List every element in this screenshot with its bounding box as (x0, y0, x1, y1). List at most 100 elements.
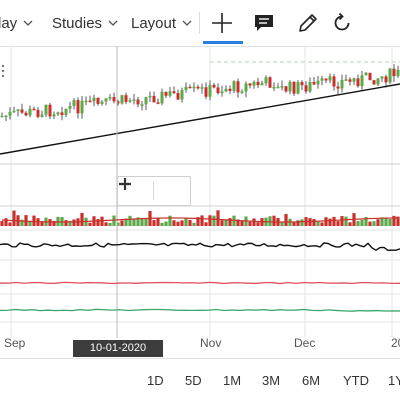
candle-body (228, 88, 232, 91)
volume-bar (188, 219, 192, 226)
candle-body (172, 91, 176, 94)
candle-body (240, 91, 244, 93)
range-button-ytd[interactable]: YTD (343, 373, 369, 388)
volume-bar (152, 220, 156, 226)
candle-body (312, 82, 316, 85)
volume-bar (336, 221, 340, 226)
candle-body (396, 69, 400, 77)
volume-bar (196, 217, 200, 226)
volume-bar (180, 220, 184, 226)
candle-body (140, 104, 144, 106)
volume-bar (292, 222, 296, 226)
price-chart[interactable] (0, 46, 400, 338)
volume-bar (200, 215, 204, 226)
candle-body (236, 81, 240, 93)
volume-bar (128, 215, 132, 226)
candle-body (48, 104, 52, 117)
range-button-1d[interactable]: 1D (147, 373, 164, 388)
candle-body (200, 87, 204, 89)
volume-bar (300, 219, 304, 226)
candle-body (32, 108, 36, 111)
candle-body (184, 86, 188, 91)
volume-bar (252, 218, 256, 226)
candle-body (52, 114, 56, 117)
candle-body (152, 95, 156, 103)
candle-body (20, 109, 24, 113)
candle-body (132, 99, 136, 101)
volume-bar (380, 217, 384, 226)
volume-bar (348, 222, 352, 226)
time-axis-label: Dec (294, 336, 316, 350)
volume-bar (116, 222, 120, 226)
toolbar-divider (199, 12, 200, 34)
pane-handle-dot[interactable] (1, 69, 5, 73)
candle-body (96, 97, 100, 104)
range-button-1y[interactable]: 1Y (388, 373, 400, 388)
volume-bar (396, 216, 400, 226)
candle-body (60, 112, 64, 116)
candle-body (100, 101, 104, 104)
candle-body (364, 72, 368, 76)
range-selector: 1D 5D 1M 3M 6M YTD 1Y (0, 358, 400, 401)
volume-bar (0, 221, 4, 226)
volume-bar (332, 216, 336, 226)
candle-body (8, 111, 12, 116)
volume-bar (364, 217, 368, 226)
candle-body (164, 91, 168, 96)
candle-body (336, 86, 340, 89)
candle-body (384, 76, 388, 83)
candle-body (296, 82, 300, 94)
volume-bar (236, 219, 240, 226)
pane-handle-dot[interactable] (1, 64, 5, 68)
volume-bar (72, 219, 76, 226)
candle-body (272, 86, 276, 89)
candle-body (124, 95, 128, 102)
layout-menu-label: Layout (131, 14, 177, 32)
studies-menu[interactable]: Studies (52, 13, 118, 33)
chevron-down-icon (23, 20, 33, 26)
candle-body (120, 95, 124, 104)
candle-body (372, 80, 376, 85)
time-axis-label: Nov (200, 336, 222, 350)
pencil-icon[interactable] (296, 11, 320, 35)
chevron-down-icon (182, 20, 192, 26)
comment-icon[interactable] (252, 11, 276, 35)
candle-body (316, 80, 320, 85)
time-axis: Sep Nov Dec 20 (0, 330, 400, 360)
crosshair-icon[interactable] (210, 11, 234, 35)
range-button-3m[interactable]: 3M (262, 373, 281, 388)
candle-body (44, 104, 48, 115)
volume-bar (192, 222, 196, 226)
display-menu[interactable]: lay (0, 13, 33, 33)
volume-bar (88, 222, 92, 226)
volume-bar (168, 215, 172, 226)
volume-bar (372, 221, 376, 226)
volume-bar (216, 210, 220, 226)
range-button-1m[interactable]: 1M (223, 373, 242, 388)
candle-body (356, 78, 360, 87)
candle-body (84, 100, 88, 103)
candle-body (128, 100, 132, 102)
candle-body (16, 109, 20, 111)
candle-body (104, 98, 108, 102)
volume-bar (388, 218, 392, 226)
volume-bar (356, 221, 360, 226)
volume-bar (212, 215, 216, 226)
volume-bar (340, 216, 344, 226)
chart-canvas[interactable] (0, 46, 400, 338)
zoom-in-button[interactable] (119, 177, 189, 205)
range-button-5d[interactable]: 5D (185, 373, 202, 388)
candle-body (352, 78, 356, 82)
candle-body (12, 110, 16, 113)
candle-body (168, 91, 172, 96)
reset-icon[interactable] (330, 11, 354, 35)
range-button-6m[interactable]: 6M (302, 373, 321, 388)
candle-body (24, 112, 28, 116)
trendline[interactable] (0, 83, 400, 155)
layout-menu[interactable]: Layout (131, 13, 192, 33)
candle-body (280, 86, 284, 88)
pane-handle-dot[interactable] (1, 74, 5, 78)
candle-body (344, 79, 348, 81)
candle-body (0, 115, 4, 118)
candle-body (156, 102, 160, 104)
